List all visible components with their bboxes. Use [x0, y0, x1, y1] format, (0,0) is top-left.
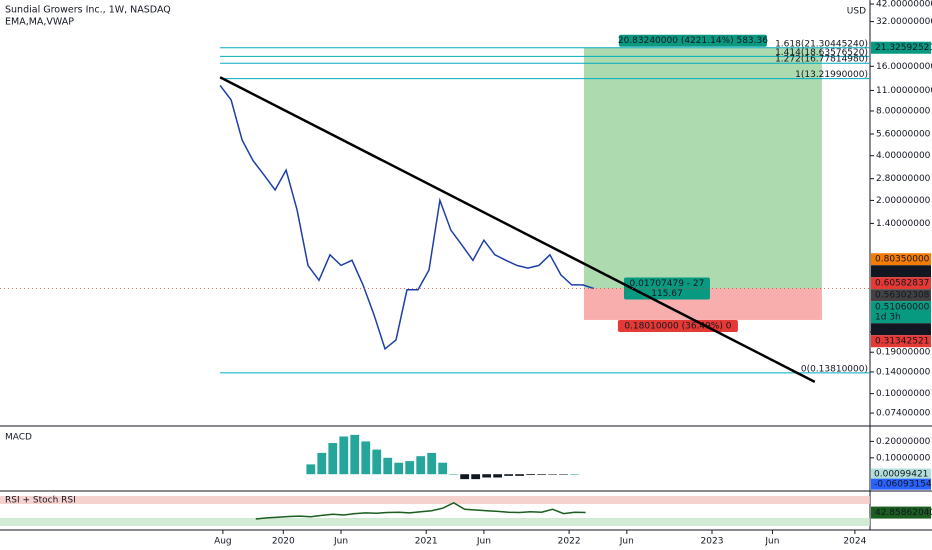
rsi-line — [255, 501, 586, 520]
price-badge-label: 0.31342521 — [875, 337, 929, 347]
macd-bar — [383, 457, 393, 475]
macd-bar — [427, 452, 437, 475]
price-badge — [871, 289, 931, 302]
fib-label: 1.618(21.30445240) — [775, 39, 868, 49]
y-tick-label: 2.00000000 — [876, 196, 931, 206]
profit-zone — [583, 47, 822, 289]
x-tick-label: Jun — [476, 537, 491, 547]
macd-bar — [394, 462, 404, 475]
x-tick-label: Jun — [619, 537, 634, 547]
macd-bar — [526, 474, 536, 476]
countdown: 1d 3h — [875, 313, 901, 323]
price-badge — [871, 301, 931, 324]
price-badge-label: 0.49352521 — [875, 325, 929, 335]
macd-badge-label: -0.06093154 — [874, 480, 932, 490]
price-badge — [871, 277, 931, 290]
macd-bar — [317, 452, 327, 475]
price-badge — [871, 253, 931, 266]
macd-badge — [871, 468, 931, 480]
entry-label-bg — [623, 277, 710, 290]
rsi-badge — [871, 506, 931, 519]
macd-bar — [515, 474, 525, 476]
y-tick-label: 11.00000000 — [876, 86, 932, 96]
indicator-list: EMA,MA,VWAP — [5, 17, 74, 28]
price-badge — [871, 323, 931, 336]
price-badge-label: 0.56302308 — [875, 291, 930, 301]
x-tick-label: 2022 — [558, 537, 581, 547]
macd-title: MACD — [5, 433, 32, 443]
macd-tick-label: 0.10000000 — [876, 453, 931, 463]
rsi-oversold-band — [0, 518, 870, 526]
y-tick-label: 5.60000000 — [876, 129, 931, 139]
stop-label-bg — [617, 319, 738, 332]
x-tick-label: 2024 — [843, 537, 866, 547]
price-badge-label: 0.60582837 — [875, 279, 929, 289]
macd-bar — [493, 474, 503, 478]
rsi-title: RSI + Stoch RSI — [5, 496, 76, 506]
y-tick-label: 0.10000000 — [876, 389, 931, 399]
macd-bar — [570, 474, 579, 475]
price-badge-label: 0.80350000 — [875, 255, 930, 265]
x-tick-label: Jun — [764, 537, 779, 547]
entry-sublabel: 115.67 — [651, 289, 683, 299]
x-tick-label: Aug — [214, 537, 232, 547]
macd-badge — [871, 478, 931, 490]
macd-bar — [350, 434, 360, 475]
y-tick-label: 1.40000000 — [876, 219, 931, 229]
x-tick-label: 2023 — [701, 537, 724, 547]
macd-tick-label: 0.20000000 — [876, 437, 931, 447]
y-tick-label: 4.00000000 — [876, 151, 931, 161]
macd-bar — [482, 474, 492, 478]
entry-label: 0.01707479 - 27 — [630, 279, 705, 289]
macd-bar — [559, 474, 569, 475]
price-badge — [871, 265, 931, 278]
currency: USD — [847, 7, 866, 17]
y-tick-label: 0.19000000 — [876, 348, 931, 358]
price-line — [219, 84, 595, 351]
macd-bar — [438, 462, 448, 475]
target-label: 20.83240000 (4221.14%) 583.36 — [618, 36, 768, 46]
rsi-badge-label: 42.85862040 — [875, 508, 932, 518]
price-badge-label: 21.32592521 — [875, 43, 932, 53]
macd-bar — [460, 474, 470, 480]
rsi-overbought-band — [0, 496, 870, 504]
macd-bar — [548, 474, 558, 475]
target-label-bg — [618, 34, 767, 47]
macd-bar — [449, 474, 459, 475]
stop-label: 0.18010000 (36.49%) 0 — [624, 321, 731, 331]
macd-bar — [372, 449, 382, 475]
macd-bar — [328, 443, 338, 475]
macd-bar — [504, 474, 514, 476]
macd-bar — [361, 441, 371, 475]
price-badge-label: 0.51060000 — [875, 303, 930, 313]
y-tick-label: 16.00000000 — [876, 62, 932, 72]
price-badge — [871, 335, 931, 348]
symbol-title: Sundial Growers Inc., 1W, NASDAQ — [5, 5, 171, 16]
trendline — [219, 76, 816, 383]
fib-label: 1(13.21990000) — [795, 70, 868, 80]
y-tick-label: 0.14000000 — [876, 367, 931, 377]
price-badge — [871, 41, 931, 54]
macd-bar — [537, 474, 547, 475]
price-badge-label: 0.79888121 — [875, 267, 929, 277]
fib-label: 0(0.13810000) — [801, 364, 868, 374]
fib-label: 1.414(18.63576520) — [775, 48, 868, 58]
y-tick-label: 0.07400000 — [876, 409, 931, 419]
y-tick-label: 32.00000000 — [876, 17, 932, 27]
macd-badge-label: 0.00099421 — [874, 470, 928, 480]
x-tick-label: 2021 — [415, 537, 438, 547]
macd-bar — [416, 456, 426, 475]
macd-bar — [471, 474, 481, 480]
y-tick-label: 8.00000000 — [876, 106, 931, 116]
x-tick-label: Jun — [333, 537, 348, 547]
fib-label: 1.272(16.77814980) — [775, 55, 868, 65]
x-tick-label: 2020 — [272, 537, 295, 547]
macd-bar — [405, 461, 415, 475]
y-tick-label: 2.80000000 — [876, 174, 931, 184]
macd-bar — [339, 436, 349, 475]
y-tick-label: 42.00000000 — [876, 0, 932, 10]
macd-bar — [306, 464, 316, 475]
